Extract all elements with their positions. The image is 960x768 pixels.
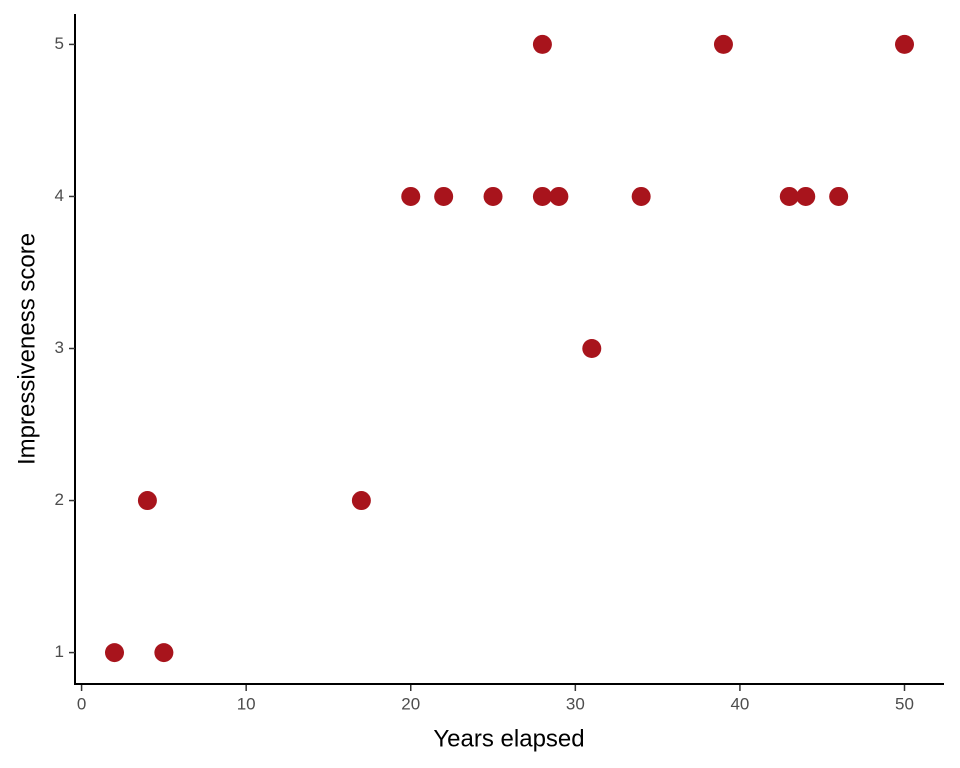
y-tick-label: 3 [55,338,64,357]
x-tick-label: 10 [237,694,256,713]
point [434,186,454,206]
point [549,186,569,206]
point [483,186,503,206]
point [401,186,421,206]
y-tick-label: 5 [55,34,64,53]
x-tick-label: 0 [77,694,86,713]
x-tick-label: 30 [566,694,585,713]
y-tick-label: 4 [55,186,64,205]
point [105,643,124,663]
x-axis-title: Years elapsed [433,725,584,752]
x-tick-label: 50 [895,694,914,713]
point [351,491,371,511]
point [829,186,849,206]
point [779,186,799,206]
y-axis-title: Impressiveness score [13,233,40,465]
point [631,186,651,206]
x-tick-label: 20 [401,694,420,713]
point [532,34,552,54]
point [137,491,157,511]
point [895,34,914,54]
point [713,34,733,54]
y-tick-label: 1 [55,642,64,661]
x-tick-label: 40 [730,694,749,713]
point [796,186,816,206]
point [532,186,552,206]
point [154,643,174,663]
y-tick-label: 2 [55,490,64,509]
point [582,339,602,358]
